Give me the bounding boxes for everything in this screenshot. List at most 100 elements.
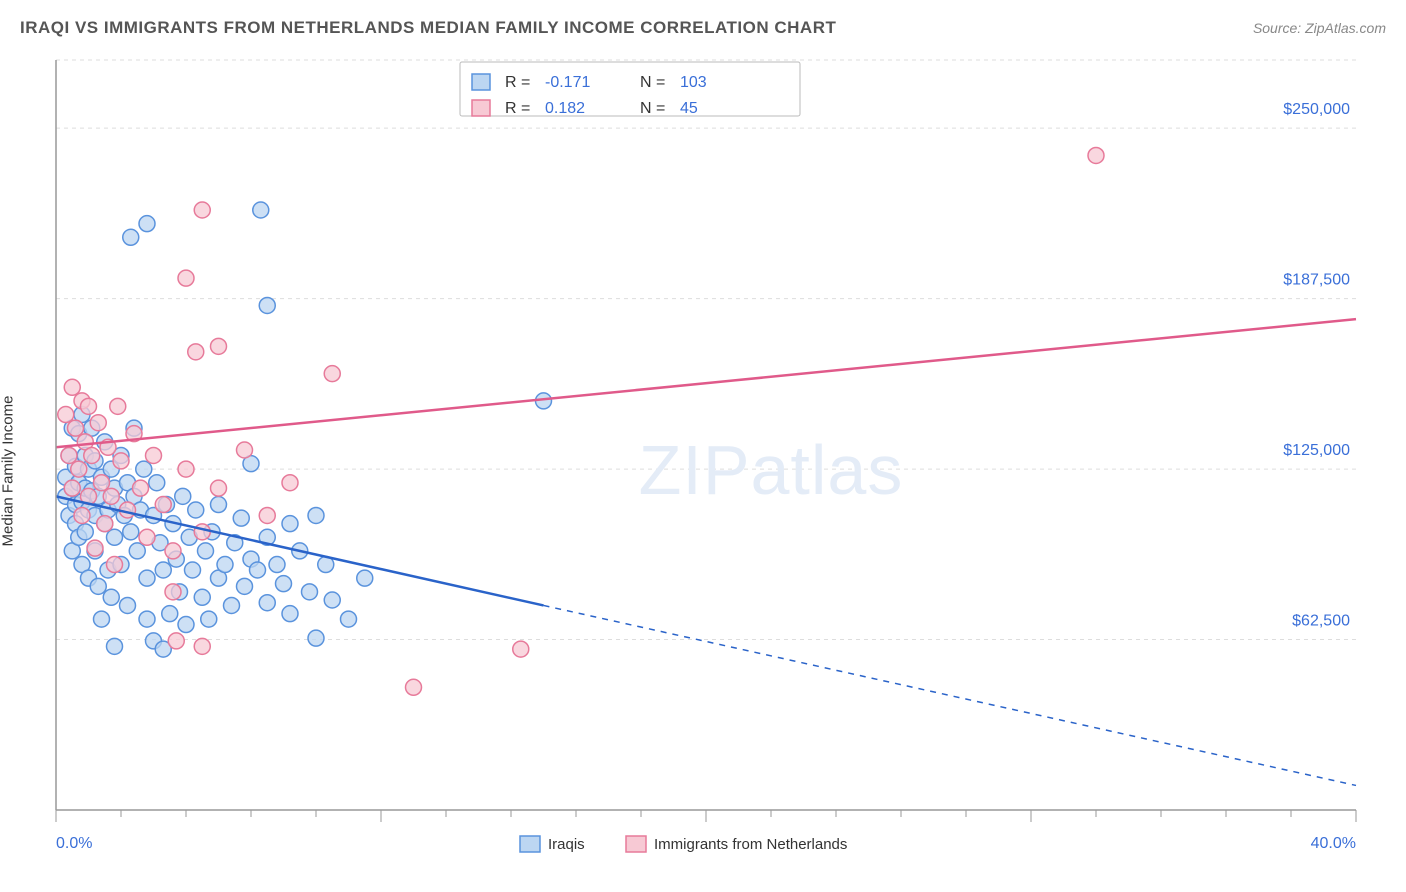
data-point [201,611,217,627]
data-point [103,589,119,605]
data-point [94,475,110,491]
x-axis-start-label: 0.0% [56,835,92,852]
legend-r-value: 0.182 [545,100,585,117]
regression-line-extrapolated [544,605,1357,785]
data-point [139,611,155,627]
legend-n-value: 103 [680,74,707,91]
data-point [64,480,80,496]
legend-swatch [626,836,646,852]
data-point [308,507,324,523]
watermark: ZIPatlas [639,431,904,509]
data-point [61,447,77,463]
scatter-chart: ZIPatlas 0.0% 40.0% $62,500 $125,000 $187,500… [0,50,1406,892]
data-point [123,524,139,540]
data-point [139,529,155,545]
legend-r-value: -0.171 [545,74,590,91]
data-point [217,557,233,573]
data-point [110,398,126,414]
data-point [94,611,110,627]
data-point [113,453,129,469]
source-attribution: Source: ZipAtlas.com [1253,20,1386,36]
legend-swatch [520,836,540,852]
data-point [185,562,201,578]
x-axis-end-label: 40.0% [1311,835,1356,852]
y-tick-label: $62,500 [1292,613,1350,630]
data-point [74,507,90,523]
data-point [178,270,194,286]
data-point [90,578,106,594]
data-point [211,338,227,354]
data-point [165,584,181,600]
data-point [513,641,529,657]
data-point [259,595,275,611]
data-point [259,507,275,523]
data-point [123,229,139,245]
data-point [162,606,178,622]
data-point [224,597,240,613]
data-point [107,529,123,545]
data-point [276,576,292,592]
data-point [250,562,266,578]
data-point [211,497,227,513]
y-tick-label: $125,000 [1283,442,1350,459]
legend-swatch [472,74,490,90]
data-point [155,562,171,578]
data-point [178,617,194,633]
data-point [259,297,275,313]
data-point [133,480,149,496]
data-point [168,633,184,649]
data-point [175,488,191,504]
data-point [302,584,318,600]
data-point [188,502,204,518]
legend-series-label: Immigrants from Netherlands [654,836,847,853]
y-tick-label: $187,500 [1283,272,1350,289]
data-point [120,597,136,613]
data-point [107,557,123,573]
y-tick-label: $250,000 [1283,101,1350,118]
data-point [155,497,171,513]
data-point [68,420,84,436]
data-point [87,540,103,556]
data-point [84,447,100,463]
legend-r-label: R = [505,100,530,117]
data-point [282,475,298,491]
header: IRAQI VS IMMIGRANTS FROM NETHERLANDS MED… [20,18,1386,38]
data-point [58,407,74,423]
data-point [107,638,123,654]
y-axis-label: Median Family Income [0,396,17,547]
legend-n-label: N = [640,100,665,117]
data-point [149,475,165,491]
data-point [237,578,253,594]
data-point [324,592,340,608]
chart-title: IRAQI VS IMMIGRANTS FROM NETHERLANDS MED… [20,18,836,38]
data-point [198,543,214,559]
data-point [139,570,155,586]
data-point [139,216,155,232]
legend-n-label: N = [640,74,665,91]
legend-swatch [472,100,490,116]
data-point [253,202,269,218]
data-point [282,606,298,622]
data-point [81,398,97,414]
data-point [64,379,80,395]
legend-series-label: Iraqis [548,836,585,853]
data-point [129,543,145,559]
regression-line [56,319,1356,447]
data-point [165,543,181,559]
data-point [146,447,162,463]
data-point [194,638,210,654]
data-point [308,630,324,646]
data-point [188,344,204,360]
legend-r-label: R = [505,74,530,91]
data-point [357,570,373,586]
data-point [71,461,87,477]
data-point [282,516,298,532]
chart-container: Median Family Income ZIPatlas 0.0% 40.0% $6… [0,50,1406,892]
data-point [90,415,106,431]
data-point [194,589,210,605]
data-point [233,510,249,526]
data-point [97,516,113,532]
data-point [269,557,285,573]
data-point [237,442,253,458]
data-point [341,611,357,627]
